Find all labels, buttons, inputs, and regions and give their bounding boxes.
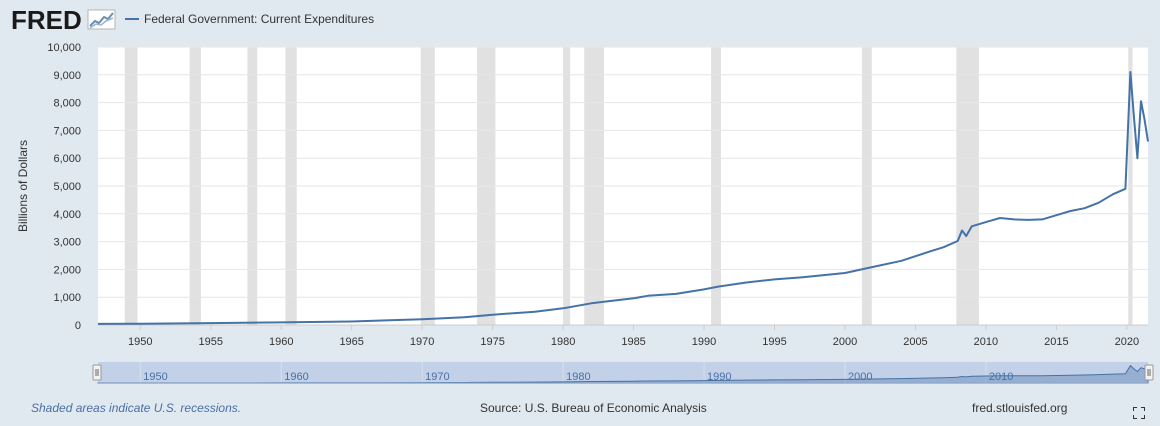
range-navigator[interactable]: 1950196019701980199020002010	[92, 362, 1154, 384]
x-tick-label: 2000	[833, 336, 857, 348]
x-tick-label: 2015	[1044, 336, 1068, 348]
y-tick-label: 9,000	[53, 70, 81, 82]
x-axis: 1950 1955 1960 1965 1970 1975 1980 1985 1990 1995…	[128, 325, 1139, 348]
navigator-left-handle[interactable]	[92, 364, 102, 381]
x-tick-label: 1985	[621, 336, 645, 348]
x-tick-label: 2020	[1115, 336, 1139, 348]
x-tick-label: 1980	[551, 336, 575, 348]
x-tick-label: 2010	[974, 336, 998, 348]
x-tick-label: 1995	[762, 336, 786, 348]
y-tick-label: 8,000	[53, 98, 81, 110]
y-tick-label: 3,000	[53, 237, 81, 249]
series-line	[97, 71, 1149, 325]
y-axis-title: Billions of Dollars	[16, 140, 30, 232]
y-tick-label: 6,000	[53, 153, 81, 165]
y-tick-label: 10,000	[47, 42, 81, 54]
legend-label: Federal Government: Current Expenditures	[144, 12, 374, 26]
x-tick-label: 1955	[199, 336, 223, 348]
y-tick-label: 4,000	[53, 209, 81, 221]
fred-logo[interactable]: FRED	[11, 5, 82, 35]
navigator-tick-label: 1950	[143, 371, 167, 383]
y-tick-label: 2,000	[53, 264, 81, 276]
navigator-tick-label: 1960	[284, 371, 308, 383]
x-tick-label: 1960	[269, 336, 293, 348]
header: FRED Federal Government: Current Expendi…	[11, 5, 374, 35]
y-tick-label: 5,000	[53, 181, 81, 193]
source-text: Source: U.S. Bureau of Economic Analysis	[480, 401, 707, 415]
y-tick-label: 0	[75, 320, 81, 332]
navigator-tick-label: 2000	[848, 371, 872, 383]
y-tick-label: 7,000	[53, 125, 81, 137]
navigator-tick-label: 1970	[425, 371, 449, 383]
recession-note: Shaded areas indicate U.S. recessions.	[31, 401, 242, 415]
expand-arrows-icon[interactable]	[1133, 407, 1145, 419]
x-tick-label: 1965	[339, 336, 363, 348]
navigator-tick-label: 2010	[989, 371, 1013, 383]
x-tick-label: 1990	[692, 336, 716, 348]
navigator-right-handle[interactable]	[1144, 364, 1154, 381]
x-tick-label: 2005	[903, 336, 927, 348]
site-link[interactable]: fred.stlouisfed.org	[972, 401, 1068, 415]
y-axis: 0 1,000 2,000 3,000 4,000 5,000 6,000 7,000 8,00…	[47, 42, 1148, 332]
navigator-tick-label: 1980	[566, 371, 590, 383]
y-tick-label: 1,000	[53, 292, 81, 304]
x-tick-label: 1950	[128, 336, 152, 348]
line-graph-icon	[87, 9, 116, 30]
x-tick-label: 1975	[480, 336, 504, 348]
navigator-series	[97, 364, 1149, 384]
x-tick-label: 1970	[410, 336, 434, 348]
